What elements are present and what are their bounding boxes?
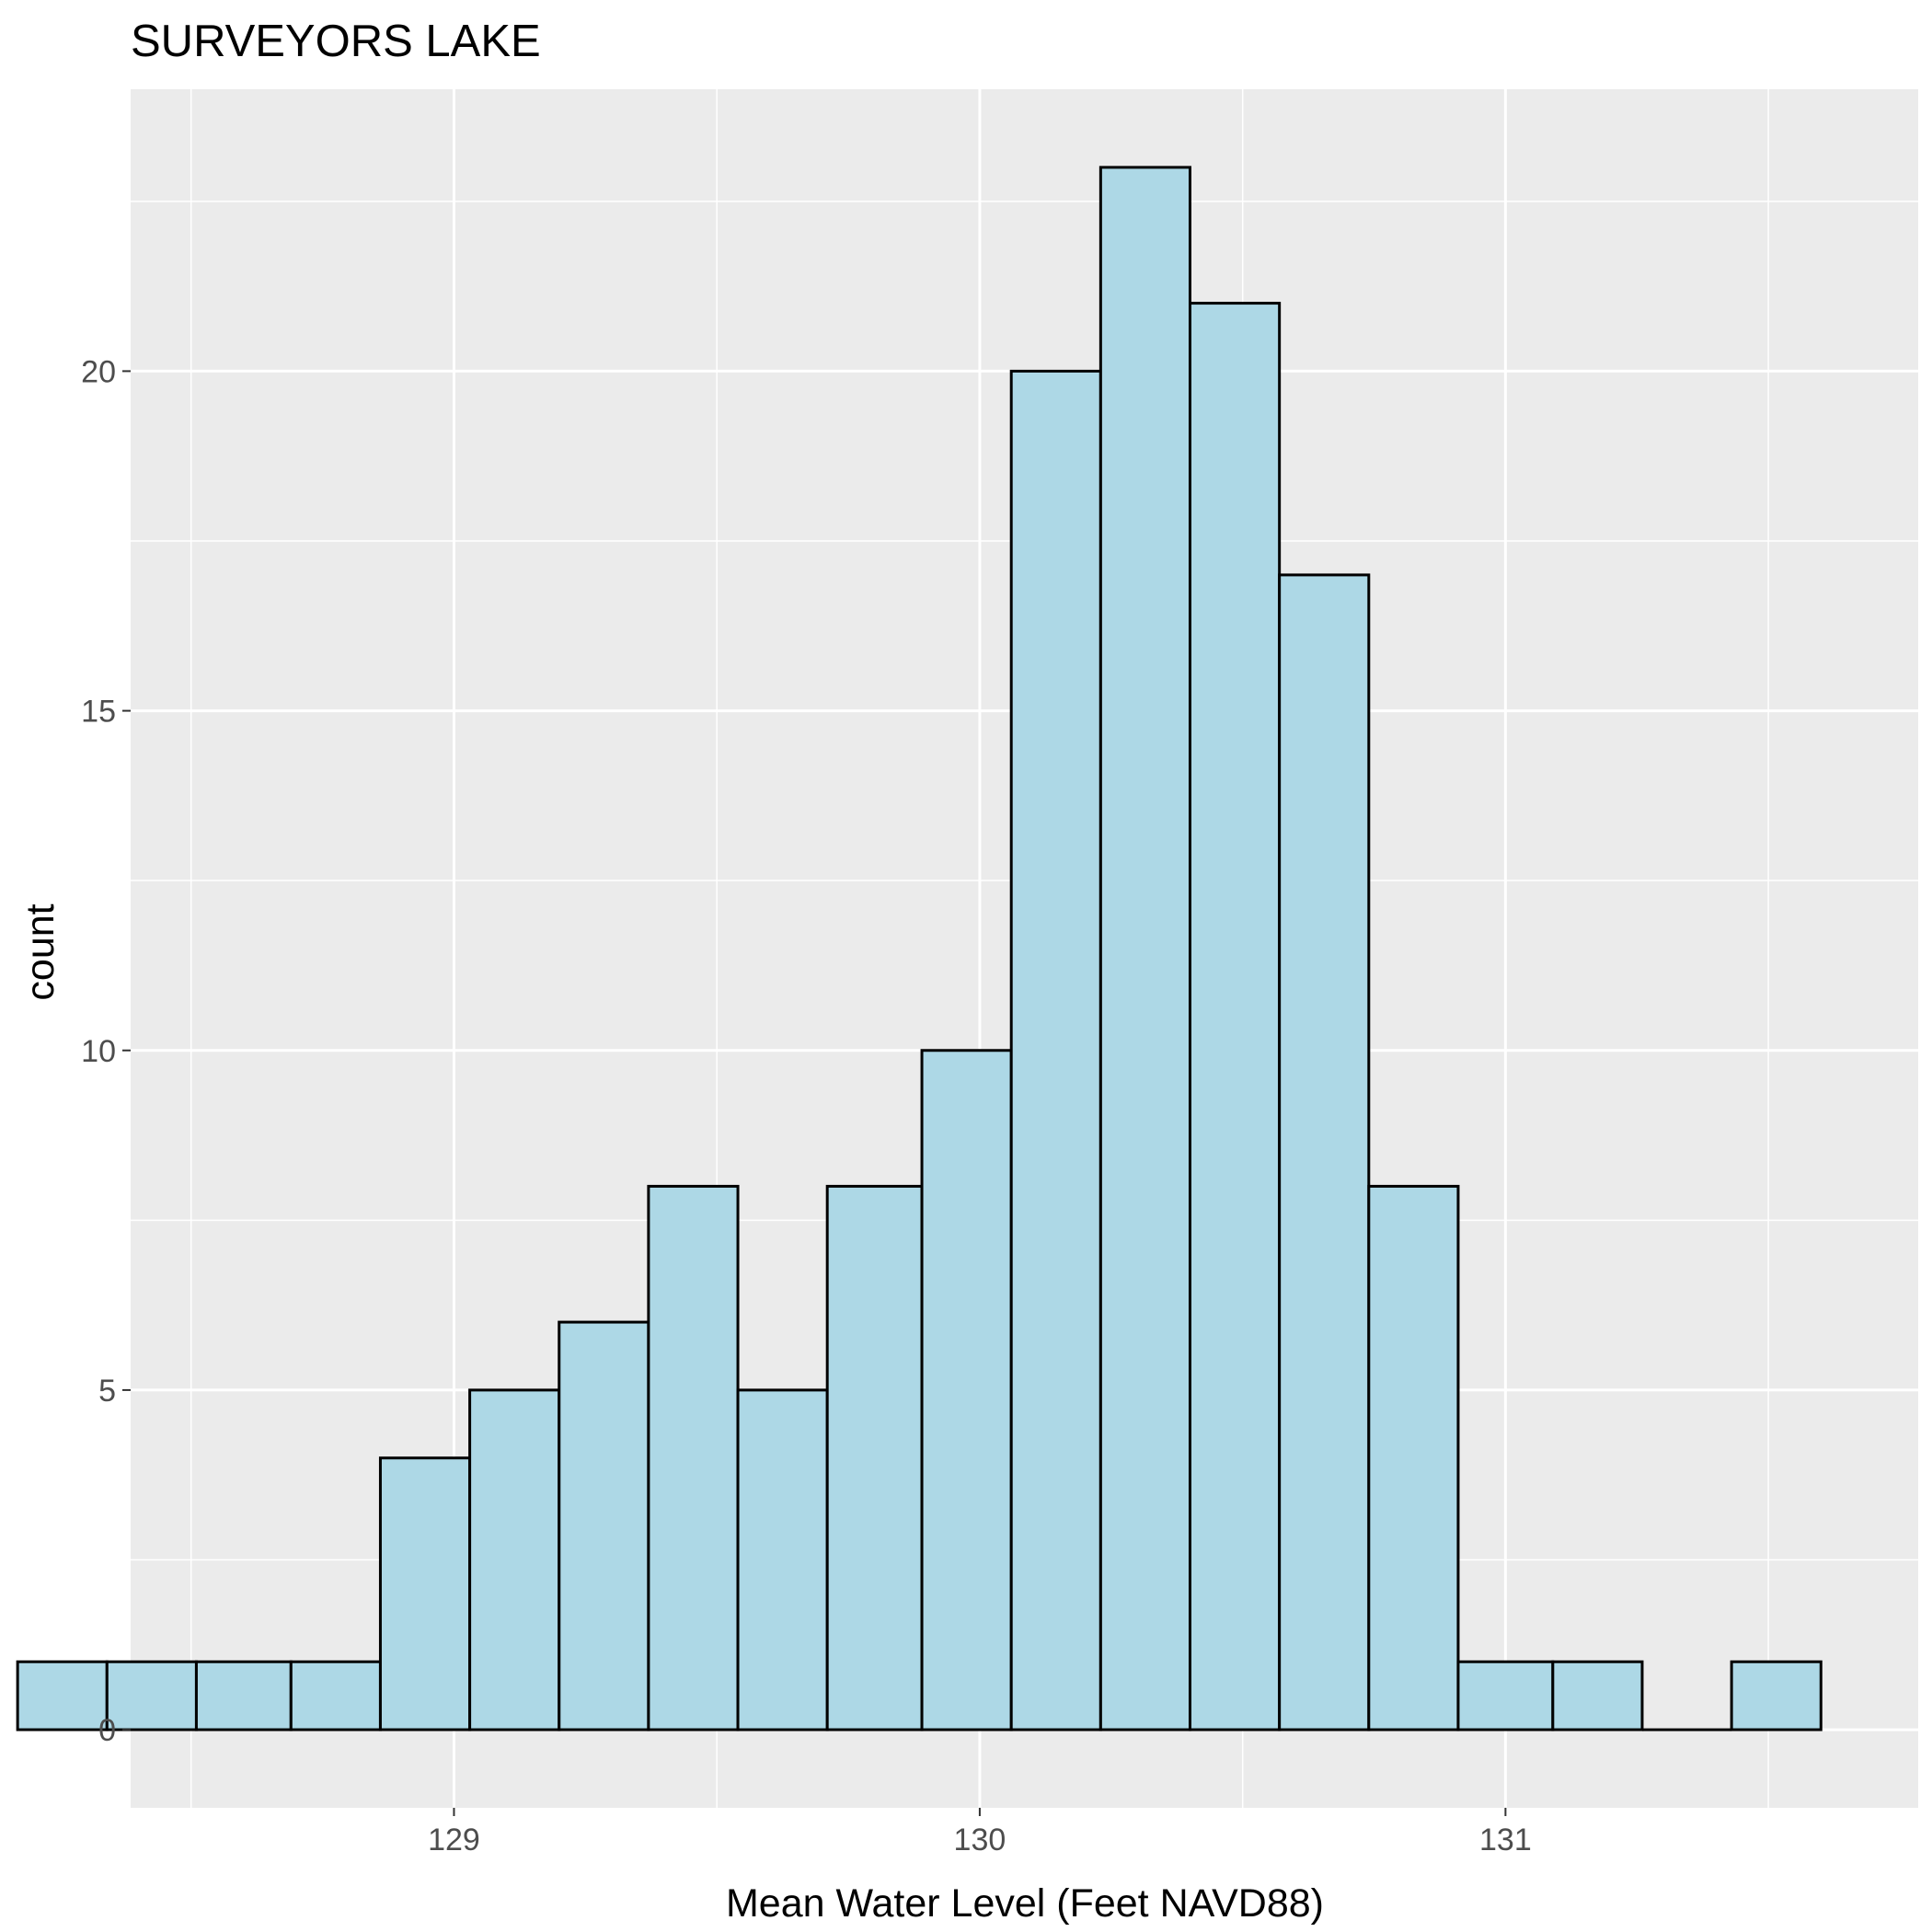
histogram-bar — [16, 1660, 109, 1731]
histogram-bar — [1551, 1660, 1644, 1731]
histogram-bar — [920, 1049, 1013, 1731]
histogram-bars — [16, 166, 1823, 1731]
y-axis-title: count — [18, 903, 63, 1000]
histogram-bar — [1098, 166, 1192, 1731]
histogram-bar — [825, 1184, 924, 1731]
y-tick-label: 10 — [81, 1034, 116, 1069]
histogram-bar — [558, 1320, 650, 1731]
histogram-bar — [736, 1388, 829, 1731]
histogram-bar — [1278, 573, 1371, 1731]
y-tick-label: 5 — [98, 1374, 116, 1409]
y-tick-label: 0 — [98, 1713, 116, 1748]
x-tick-label: 129 — [428, 1823, 480, 1857]
histogram-bar — [194, 1660, 293, 1731]
x-axis-title: Mean Water Level (Feet NAVD88) — [726, 1881, 1324, 1926]
histogram-bar — [1009, 369, 1102, 1731]
y-tick-label: 15 — [81, 695, 116, 730]
histogram-bar — [1730, 1660, 1823, 1731]
y-tick-label: 20 — [81, 354, 116, 389]
chart-title: SURVEYORS LAKE — [131, 17, 541, 66]
y-axis-ticks: 0 5 10 15 20 — [81, 354, 131, 1748]
histogram-bar — [289, 1660, 382, 1731]
histogram-bar — [647, 1184, 740, 1731]
histogram-bar — [468, 1388, 561, 1731]
histogram-bar — [105, 1660, 198, 1731]
x-axis-ticks: 129 130 131 — [428, 1808, 1532, 1857]
histogram-bar — [1456, 1660, 1555, 1731]
histogram-bar — [1189, 302, 1282, 1731]
x-tick-label: 131 — [1479, 1823, 1532, 1857]
histogram-bar — [1367, 1184, 1460, 1731]
histogram-bar — [378, 1456, 472, 1731]
x-tick-label: 130 — [954, 1823, 1006, 1857]
